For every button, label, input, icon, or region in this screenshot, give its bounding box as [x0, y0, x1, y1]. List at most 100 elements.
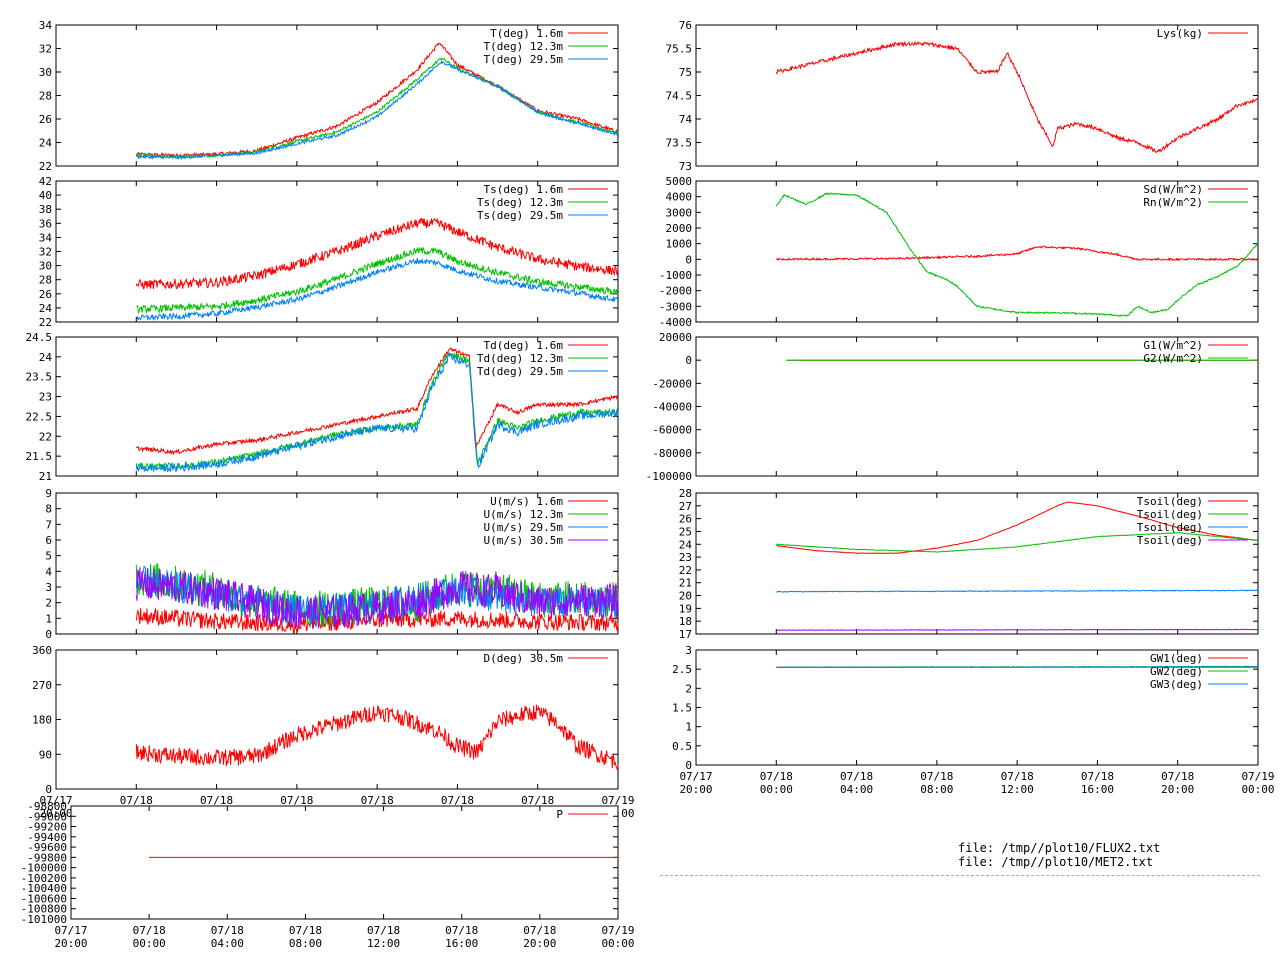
legend-label: T(deg) 12.3m [484, 40, 564, 53]
y-tick-label: 5000 [666, 175, 693, 188]
dashed-divider [660, 875, 1260, 876]
y-tick-label: -40000 [652, 401, 692, 414]
y-tick-label: 34 [39, 231, 53, 244]
y-tick-label: 32 [39, 246, 52, 259]
y-tick-label: 1 [685, 721, 692, 734]
x-tick-label-time: 08:00 [920, 783, 953, 796]
y-tick-label: 24 [39, 137, 53, 150]
y-tick-label: 21 [679, 577, 692, 590]
x-tick-label-date: 07/19 [601, 924, 634, 937]
x-tick-label-date: 07/18 [441, 794, 474, 807]
legend-label: G2(W/m^2) [1143, 352, 1203, 365]
legend-label: U(m/s) 1.6m [490, 495, 563, 508]
y-tick-label: 9 [45, 487, 52, 500]
y-tick-label: 32 [39, 43, 52, 56]
y-tick-label: 17 [679, 628, 692, 641]
panel-pres: -101000-100800-100600-100400-100200-1000… [21, 800, 635, 950]
y-tick-label: 24 [39, 302, 53, 315]
x-tick-label-date: 07/18 [120, 794, 153, 807]
x-tick-label-date: 07/18 [840, 770, 873, 783]
y-tick-label: 7 [45, 518, 52, 531]
y-tick-label: 20 [679, 590, 692, 603]
x-tick-label-date: 07/18 [280, 794, 313, 807]
y-tick-label: 3000 [666, 206, 693, 219]
y-tick-label: -98800 [27, 800, 67, 813]
x-tick-label-time: 00:00 [133, 937, 166, 950]
y-tick-label: 0 [685, 354, 692, 367]
y-tick-label: 360 [32, 644, 52, 657]
y-tick-label: 180 [32, 714, 52, 727]
y-tick-label: 30 [39, 260, 52, 273]
x-tick-label-date: 07/17 [54, 924, 87, 937]
legend-label: P [556, 808, 563, 821]
y-tick-label: 75 [679, 66, 692, 79]
y-tick-label: -2000 [659, 285, 692, 298]
x-tick-label-date: 07/18 [200, 794, 233, 807]
y-tick-label: -20000 [652, 377, 692, 390]
x-tick-label-date: 07/19 [601, 794, 634, 807]
x-tick-label-time: 16:00 [1081, 783, 1114, 796]
y-tick-label: -60000 [652, 424, 692, 437]
x-tick-label-date: 07/18 [133, 924, 166, 937]
x-tick-label-date: 07/18 [760, 770, 793, 783]
y-tick-label: 2 [685, 682, 692, 695]
y-tick-label: 22.5 [26, 410, 53, 423]
legend-label: Td(deg) 29.5m [477, 365, 563, 378]
y-tick-label: 5 [45, 550, 52, 563]
panel-rad: -4000-3000-2000-100001000200030004000500… [659, 175, 1258, 329]
plot-frame [71, 806, 618, 919]
y-tick-label: 25 [679, 525, 692, 538]
legend-label: GW3(deg) [1150, 678, 1203, 691]
y-tick-label: 75.5 [666, 43, 693, 56]
legend-label: Ts(deg) 29.5m [477, 209, 563, 222]
y-tick-label: 26 [39, 113, 52, 126]
legend-label: D(deg) 30.5m [484, 652, 564, 665]
y-tick-label: 26 [39, 288, 52, 301]
y-tick-label: 0 [685, 253, 692, 266]
y-tick-label: -4000 [659, 316, 692, 329]
x-tick-label-date: 07/18 [289, 924, 322, 937]
x-tick-label-time: 08:00 [289, 937, 322, 950]
y-tick-label: 3 [685, 644, 692, 657]
x-tick-label-date: 07/18 [523, 924, 556, 937]
x-tick-label-time: 04:00 [840, 783, 873, 796]
y-tick-label: 38 [39, 203, 52, 216]
y-tick-label: 20000 [659, 331, 692, 344]
y-tick-label: 4000 [666, 191, 693, 204]
y-tick-label: -80000 [652, 447, 692, 460]
legend-label: Tsoil(deg) [1137, 534, 1203, 547]
x-tick-label-date: 07/18 [211, 924, 244, 937]
y-tick-label: 28 [39, 90, 52, 103]
y-tick-label: 22 [679, 564, 692, 577]
x-tick-label-date: 07/18 [920, 770, 953, 783]
y-tick-label: 0.5 [672, 740, 692, 753]
x-tick-label-time: 12:00 [367, 937, 400, 950]
y-tick-label: 22 [39, 430, 52, 443]
y-tick-label: 23 [39, 391, 52, 404]
y-tick-label: 76 [679, 19, 692, 32]
y-tick-label: 21.5 [26, 450, 53, 463]
panel-dir: 09018027036007/1720:0007/1800:0007/1804:… [32, 644, 634, 820]
legend-label: U(m/s) 12.3m [484, 508, 564, 521]
y-tick-label: 73.5 [666, 137, 693, 150]
x-tick-label-time: 20:00 [1161, 783, 1194, 796]
x-tick-label-date: 07/17 [679, 770, 712, 783]
x-tick-label-date: 07/18 [361, 794, 394, 807]
x-tick-label-date: 07/19 [1241, 770, 1274, 783]
x-tick-label-time: 20:00 [523, 937, 556, 950]
y-tick-label: 1 [45, 612, 52, 625]
x-tick-label-date: 07/18 [521, 794, 554, 807]
x-tick-label-time: 00:00 [601, 937, 634, 950]
y-tick-label: 1000 [666, 238, 693, 251]
x-tick-label-time: 00:00 [760, 783, 793, 796]
y-tick-label: 24 [39, 351, 53, 364]
y-tick-label: 26 [679, 513, 692, 526]
y-tick-label: 19 [679, 602, 692, 615]
y-tick-label: 73 [679, 160, 692, 173]
legend-label: T(deg) 29.5m [484, 53, 564, 66]
